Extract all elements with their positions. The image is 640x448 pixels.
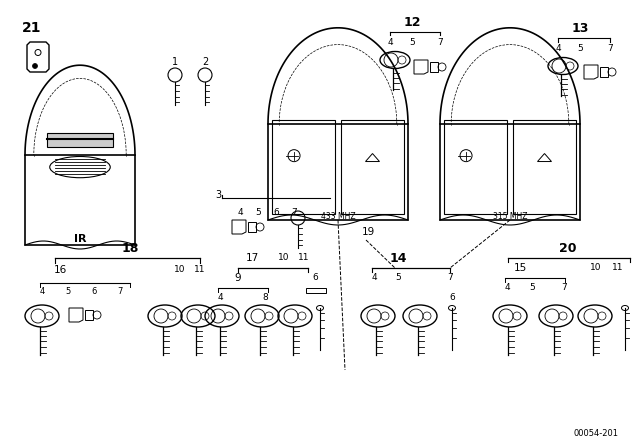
Text: 16: 16 (53, 265, 67, 275)
Text: 6: 6 (312, 273, 318, 283)
Text: 19: 19 (362, 227, 374, 237)
Text: 8: 8 (262, 293, 268, 302)
Text: 10: 10 (590, 263, 602, 272)
Polygon shape (47, 133, 113, 147)
Text: 5: 5 (395, 273, 401, 283)
Text: 6: 6 (273, 207, 279, 216)
Text: 5: 5 (65, 288, 70, 297)
Text: 6: 6 (92, 288, 97, 297)
Text: 4: 4 (371, 273, 377, 283)
Text: 14: 14 (389, 251, 407, 264)
Text: 7: 7 (447, 273, 453, 283)
Text: 13: 13 (572, 22, 589, 34)
Text: 4: 4 (387, 38, 393, 47)
Text: 11: 11 (612, 263, 624, 272)
Text: IR: IR (74, 234, 86, 244)
Text: 12: 12 (403, 16, 420, 29)
Text: 433 MHZ: 433 MHZ (321, 211, 355, 220)
Text: 7: 7 (437, 38, 443, 47)
Text: 20: 20 (559, 241, 577, 254)
Circle shape (33, 64, 38, 69)
Text: 21: 21 (22, 21, 42, 35)
Text: 5: 5 (409, 38, 415, 47)
Text: 9: 9 (235, 273, 241, 283)
Text: 11: 11 (298, 254, 310, 263)
Text: 6: 6 (449, 293, 455, 302)
Text: 4: 4 (555, 43, 561, 52)
Text: 7: 7 (291, 207, 297, 216)
Text: 4: 4 (217, 293, 223, 302)
Text: 4: 4 (40, 288, 45, 297)
Text: 7: 7 (561, 284, 567, 293)
Text: 10: 10 (174, 266, 186, 275)
Text: 11: 11 (195, 266, 205, 275)
Text: 00054-201: 00054-201 (573, 428, 618, 438)
Text: 5: 5 (529, 284, 535, 293)
Text: 7: 7 (117, 288, 123, 297)
Text: 5: 5 (577, 43, 583, 52)
Text: 18: 18 (122, 241, 139, 254)
Text: 15: 15 (513, 263, 527, 273)
Text: 10: 10 (278, 254, 290, 263)
Text: 3: 3 (215, 190, 221, 200)
Text: 4: 4 (237, 207, 243, 216)
Text: 1: 1 (172, 57, 178, 67)
Text: 315 MHZ: 315 MHZ (493, 211, 527, 220)
Text: 4: 4 (504, 284, 510, 293)
Text: 2: 2 (202, 57, 208, 67)
Text: 7: 7 (607, 43, 613, 52)
Text: 5: 5 (255, 207, 261, 216)
Text: 17: 17 (245, 253, 259, 263)
